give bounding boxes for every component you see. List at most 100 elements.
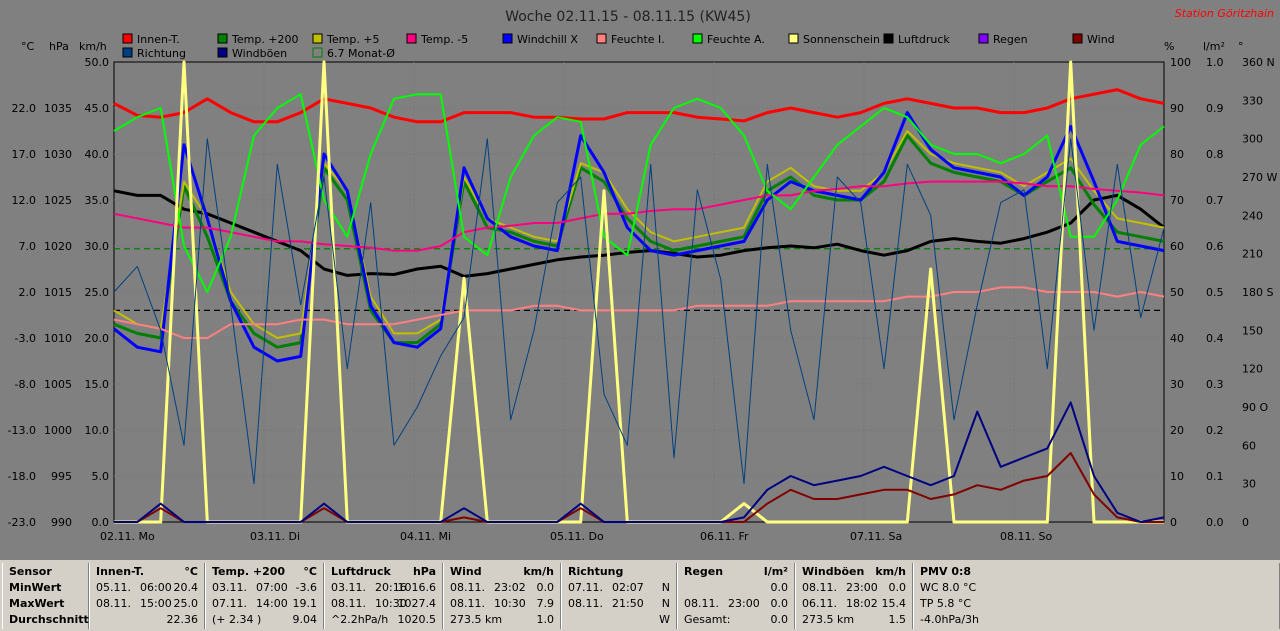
series-line-10	[114, 401, 1165, 523]
weather-chart: Woche 02.11.15 - 08.11.15 (KW45) Station…	[7, 7, 1278, 543]
tick-label-rain_lm2: 0.8	[1206, 148, 1224, 161]
x-tick-label: 02.11. Mo	[100, 530, 155, 543]
stats-min-label: MinWert	[9, 581, 62, 594]
tick-label-temp_c: -3.0	[15, 332, 36, 345]
stats-unit: °C	[303, 565, 317, 578]
stats-cell: 03.11.	[331, 581, 366, 594]
stats-richtung: Richtung 07.11. 02:07 N 08.11. 21:50 N W	[561, 563, 677, 629]
legend-label-6: Feuchte A.	[707, 33, 765, 46]
stats-header: Luftdruck	[331, 565, 391, 578]
stats-cell: 25.0	[173, 597, 199, 610]
series-line-7	[113, 93, 1165, 293]
stats-cell: 08.11.	[450, 597, 485, 610]
tick-label-humidity_pct: 30	[1170, 378, 1184, 391]
legend-label-7: Sonnenschein	[803, 33, 880, 46]
stats-max-label: MaxWert	[9, 597, 65, 610]
stats-cell: 23:02	[494, 581, 526, 594]
stats-cell: 0.0	[536, 581, 555, 594]
stats-unit: km/h	[875, 565, 906, 578]
stats-cell: 0.0	[770, 597, 789, 610]
tick-label-humidity_pct: 80	[1170, 148, 1184, 161]
tick-label-temp_c: -23.0	[8, 516, 36, 529]
pmv-tp: TP 5.8 °C	[920, 597, 972, 610]
tick-label-rain_lm2: 0.6	[1206, 240, 1224, 253]
statistics-table: Sensor MinWert MaxWert Durchschnitt Inne…	[0, 560, 1280, 631]
legend-label-10: Wind	[1087, 33, 1115, 46]
stats-cell: 14:00	[256, 597, 288, 610]
series-line-1	[113, 189, 1165, 278]
tick-label-humidity_pct: 20	[1170, 424, 1184, 437]
legend-swatch-9	[978, 33, 989, 44]
tick-label-wind_kmh: 0.0	[92, 516, 110, 529]
stats-unit: l/m²	[763, 565, 788, 578]
tick-label-pressure_hpa: 1015	[44, 286, 72, 299]
stats-regen: Regen l/m² 0.0 08.11. 23:00 0.0 Gesamt: 0.0	[677, 563, 795, 629]
tick-label-humidity_pct: 70	[1170, 194, 1184, 207]
tick-label-humidity_pct: 60	[1170, 240, 1184, 253]
legend-label-11: Richtung	[137, 47, 186, 60]
series-line-5	[113, 180, 1165, 252]
tick-label-wind_kmh: 10.0	[85, 424, 110, 437]
stats-cell: 06.11.	[802, 597, 837, 610]
legend-label-13: 6.7 Monat-Ø	[327, 47, 395, 60]
x-tick-label: 08.11. So	[1000, 530, 1052, 543]
tick-label-direction_deg: 150	[1242, 324, 1263, 337]
tick-label-rain_lm2: 0.9	[1206, 102, 1224, 115]
legend-swatch-6	[692, 33, 703, 44]
tick-label-direction_deg: 300	[1242, 133, 1263, 146]
tick-label-pressure_hpa: 990	[51, 516, 72, 529]
legend-label-3: Temp. -5	[420, 33, 468, 46]
legend-label-2: Temp. +5	[326, 33, 380, 46]
x-tick-label: 07.11. Sa	[850, 530, 902, 543]
stats-cell: 23:00	[728, 597, 760, 610]
tick-label-pressure_hpa: 1020	[44, 240, 72, 253]
stats-cell: 08.11.	[802, 581, 837, 594]
stats-cell: 9.04	[292, 613, 318, 626]
series-line-3	[113, 130, 1165, 339]
legend-swatch-0	[122, 33, 133, 44]
tick-label-temp_c: 17.0	[12, 148, 37, 161]
x-tick-label: 06.11. Fr	[700, 530, 749, 543]
x-axis-labels: 02.11. Mo 03.11. Di 04.11. Mi 05.11. Do 06.1…	[100, 530, 1052, 543]
tick-label-rain_lm2: 0.3	[1206, 378, 1224, 391]
tick-label-rain_lm2: 1.0	[1206, 56, 1224, 69]
legend-swatch-11	[122, 47, 133, 58]
tick-label-pressure_hpa: 1030	[44, 148, 72, 161]
tick-label-direction_deg: 30	[1242, 478, 1256, 491]
stats-cell: 273.5 km	[802, 613, 855, 626]
legend-swatch-12	[217, 47, 228, 58]
tick-label-rain_lm2: 0.0	[1206, 516, 1224, 529]
axis-header-humidity: %	[1164, 40, 1174, 53]
tick-label-temp_c: -13.0	[8, 424, 36, 437]
axis-header-pressure: hPa	[49, 40, 69, 53]
x-tick-label: 04.11. Mi	[400, 530, 451, 543]
tick-label-humidity_pct: 50	[1170, 286, 1184, 299]
tick-label-direction_deg: 270 W	[1242, 171, 1277, 184]
tick-label-temp_c: 22.0	[12, 102, 37, 115]
pmv-wc: WC 8.0 °C	[920, 581, 977, 594]
legend-label-0: Innen-T.	[137, 33, 180, 46]
tick-label-pressure_hpa: 995	[51, 470, 72, 483]
stats-cell: 06:00	[140, 581, 172, 594]
stats-cell: 10:30	[494, 597, 526, 610]
legend-swatch-4	[502, 33, 513, 44]
stats-cell: Gesamt:	[684, 613, 731, 626]
tick-label-pressure_hpa: 1025	[44, 194, 72, 207]
tick-label-direction_deg: 330	[1242, 94, 1263, 107]
x-tick-label: 05.11. Do	[550, 530, 604, 543]
series-line-11	[113, 138, 1165, 485]
pmv-header: PMV 0:8	[920, 565, 972, 578]
legend-swatch-7	[788, 33, 799, 44]
tick-label-temp_c: -8.0	[15, 378, 36, 391]
tick-label-temp_c: 2.0	[19, 286, 37, 299]
stats-cell: 22.36	[166, 613, 199, 626]
stats-cell: 08.11.	[450, 581, 485, 594]
stats-wind: Wind km/h 08.11. 23:02 0.0 08.11. 10:30 7.9 273.…	[443, 563, 561, 629]
stats-cell: 07.11.	[568, 581, 603, 594]
tick-label-rain_lm2: 0.4	[1206, 332, 1224, 345]
stats-cell: 20:16	[375, 581, 407, 594]
axis-headers: °C hPa km/h % l/m² °	[21, 40, 1244, 53]
station-name: Station Göritzhain	[1175, 7, 1274, 20]
stats-header: Temp. +200	[212, 565, 286, 578]
tick-label-wind_kmh: 45.0	[85, 102, 110, 115]
